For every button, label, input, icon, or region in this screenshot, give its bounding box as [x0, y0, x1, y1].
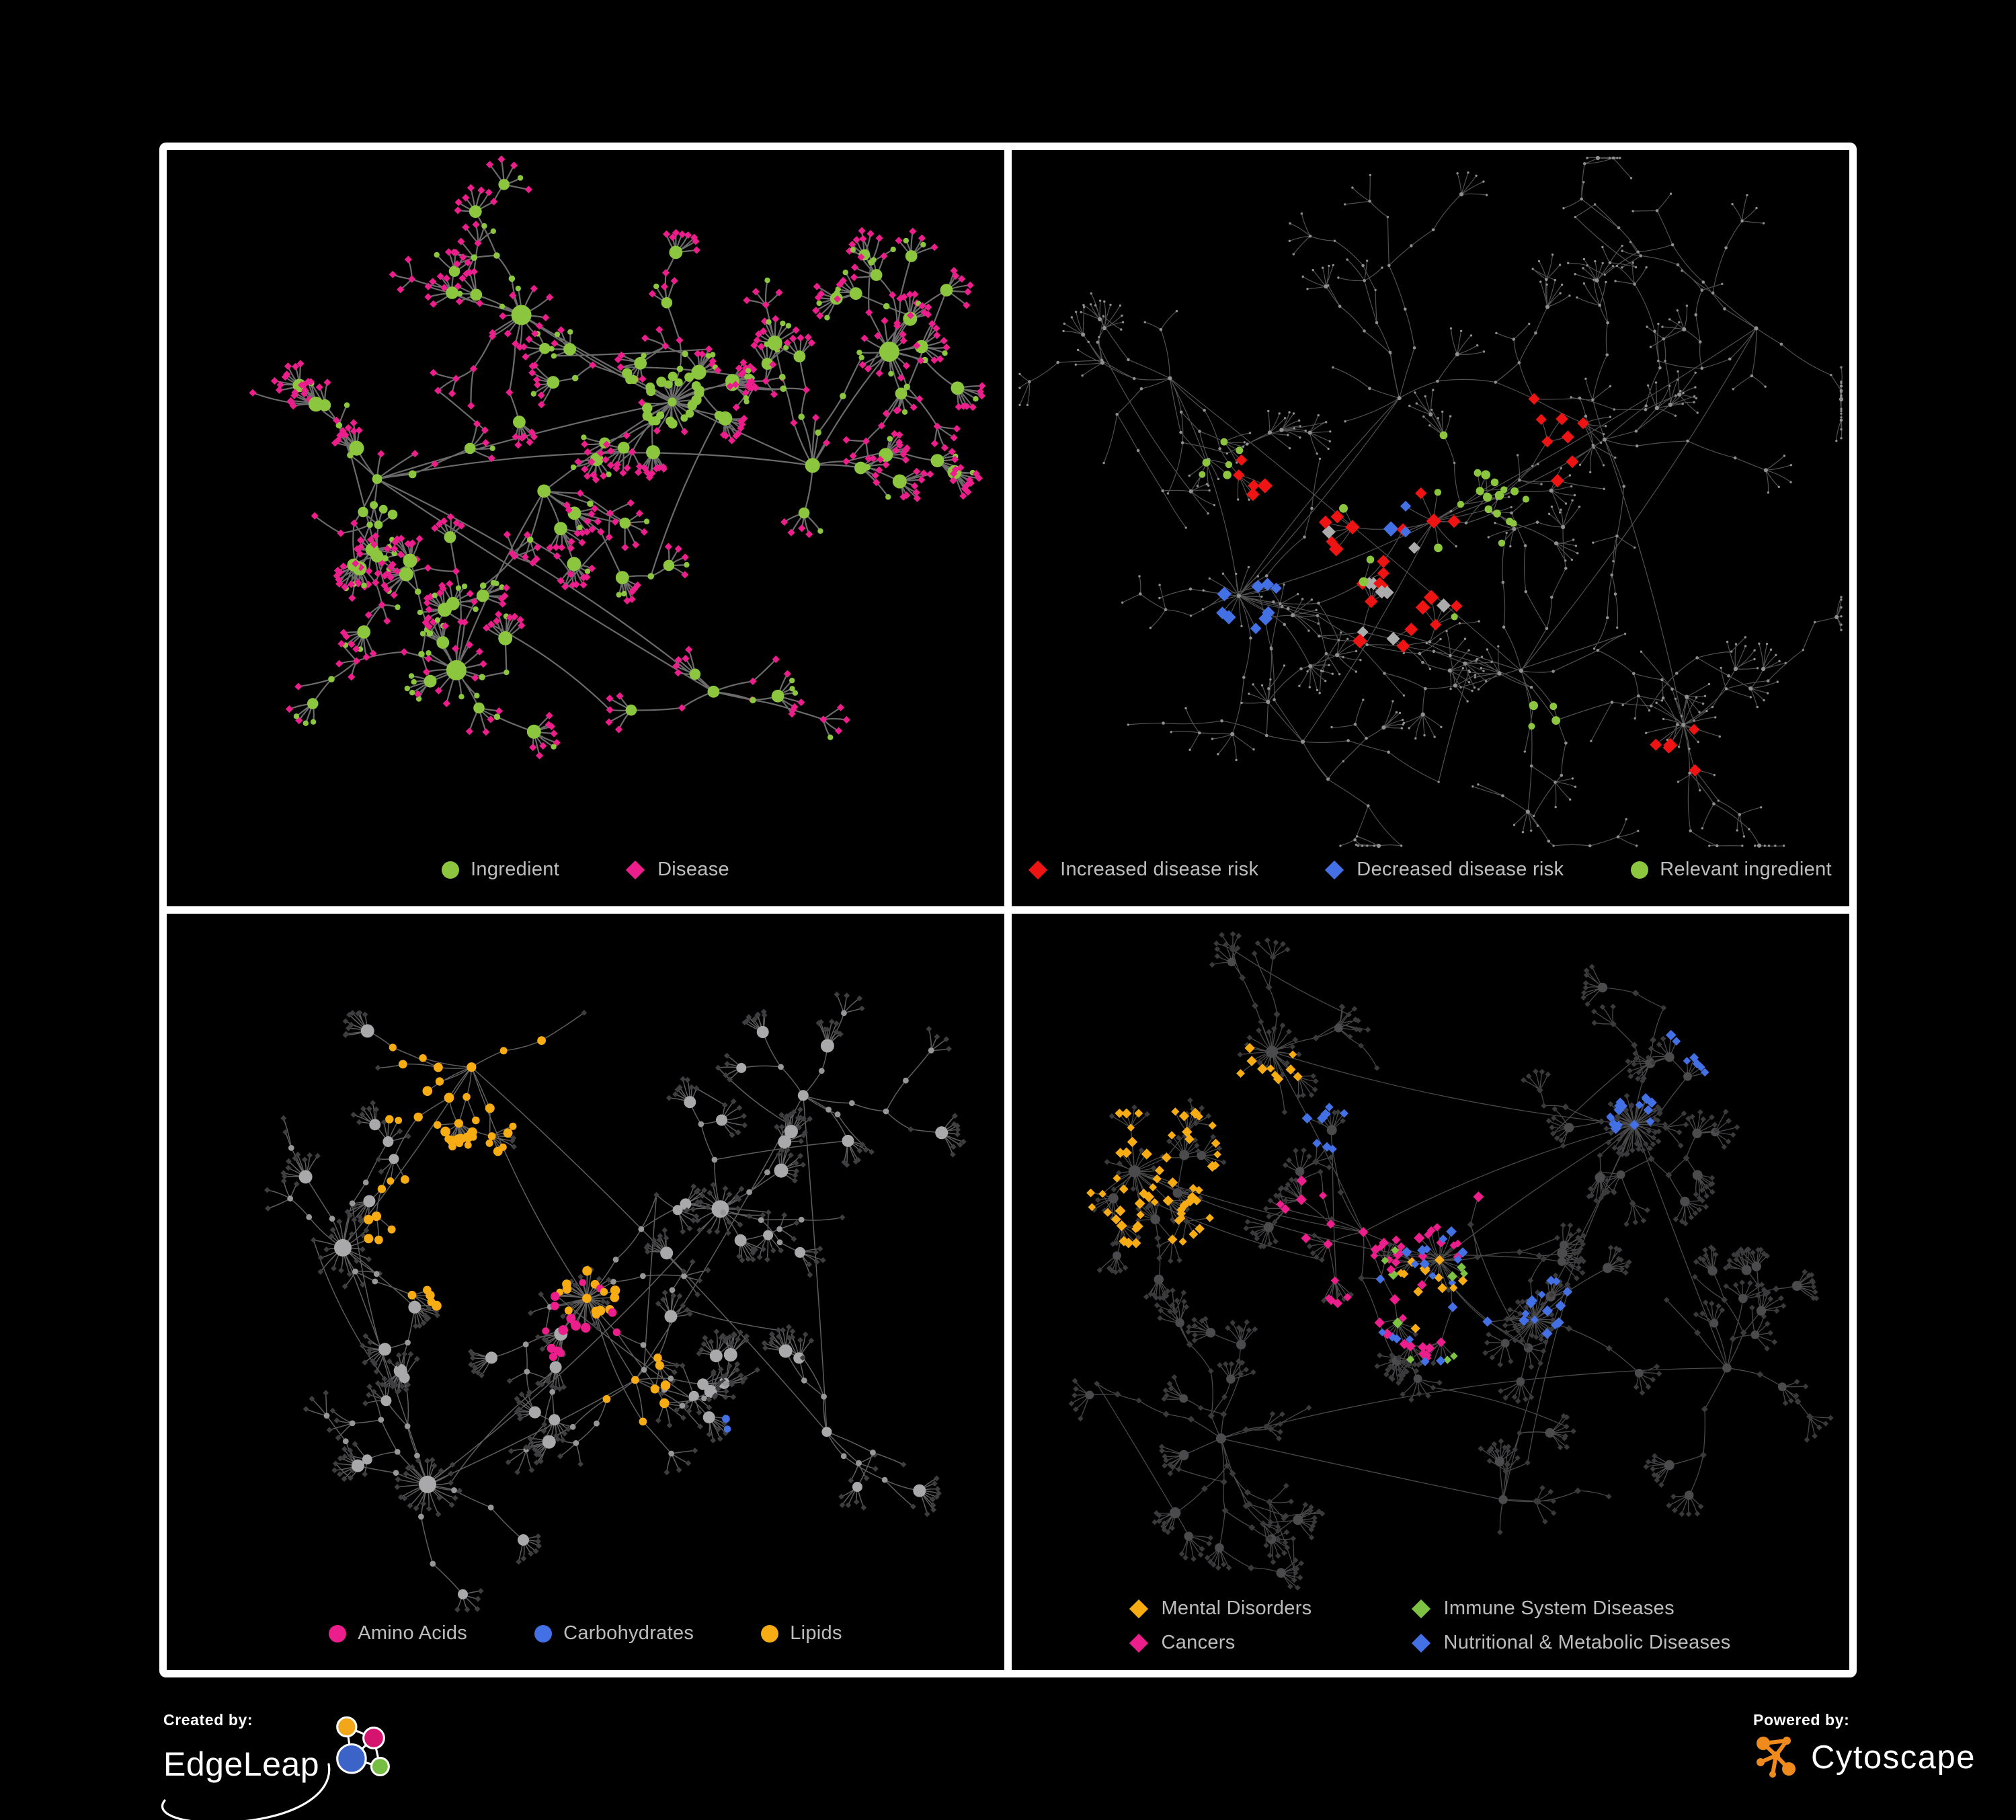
legend-marker-circle-icon [761, 1624, 779, 1643]
edgeleap-brand: EdgeLeap [163, 1745, 320, 1783]
cytoscape-network-icon [1757, 1737, 1796, 1778]
legend-label: Lipids [790, 1622, 842, 1644]
panel-grid: Ingredient Disease Increased disease risk… [159, 143, 1857, 1677]
legend-marker-diamond-icon [1325, 860, 1344, 879]
legend-label: Nutritional & Metabolic Diseases [1443, 1632, 1731, 1653]
legend-marker-diamond-icon [1129, 1599, 1149, 1618]
legend-label: Carbohydrates [563, 1622, 694, 1644]
legend-label: Amino Acids [358, 1622, 468, 1644]
legend-item-nutritional-metabolic-diseases: Nutritional & Metabolic Diseases [1412, 1632, 1730, 1654]
legend-marker-circle-icon [329, 1624, 347, 1643]
legend-item-disease: Disease [625, 859, 729, 881]
legend-label: Decreased disease risk [1357, 859, 1564, 880]
legend-compound-classes: Amino Acids Carbohydrates Lipids [167, 1622, 1004, 1645]
network-highlight-nodes [1199, 393, 1701, 777]
legend-item-carbohydrates: Carbohydrates [534, 1622, 694, 1645]
edgeleap-swoosh-icon [161, 1763, 331, 1820]
cytoscape-credit: Powered by: [1753, 1711, 1995, 1792]
panel-disease-risk: Increased disease risk Decreased disease … [1012, 150, 1849, 906]
network-disease-classes [1068, 931, 1834, 1591]
legend-marker-circle-icon [1631, 861, 1649, 879]
legend-disease-risk: Increased disease risk Decreased disease … [1012, 859, 1849, 881]
edgeleap-network-icon [336, 1716, 390, 1777]
legend-disease-classes: Mental Disorders Immune System Diseases Ca… [1012, 1597, 1849, 1654]
legend-marker-diamond-icon [1129, 1633, 1149, 1653]
cytoscape-brand: Cytoscape [1811, 1739, 1976, 1776]
legend-item-lipids: Lipids [761, 1622, 842, 1645]
edgeleap-credit: Created by: EdgeLeap [161, 1711, 446, 1820]
legend-item-increased-disease-risk: Increased disease risk [1028, 859, 1259, 881]
legend-item-ingredient: Ingredient [442, 859, 559, 881]
network-highlight-nodes [364, 1036, 731, 1433]
legend-item-amino-acids: Amino Acids [329, 1622, 467, 1645]
network-edges [1019, 157, 1843, 847]
powered-by-label: Powered by: [1753, 1711, 1850, 1729]
network-compound-classes [264, 991, 967, 1613]
legend-label: Increased disease risk [1060, 859, 1259, 880]
network-highlight-nodes [1086, 1029, 1709, 1366]
panel-compound-classes: Amino Acids Carbohydrates Lipids [167, 914, 1004, 1670]
legend-label: Disease [657, 859, 729, 880]
legend-marker-circle-icon [442, 861, 460, 879]
network-nodes [249, 155, 986, 760]
legend-marker-diamond-icon [1412, 1599, 1431, 1618]
legend-item-mental-disorders: Mental Disorders [1129, 1597, 1312, 1620]
network-nodes [1018, 155, 1844, 848]
legend-item-immune-system-diseases: Immune System Diseases [1412, 1597, 1730, 1620]
legend-marker-diamond-icon [1412, 1633, 1431, 1653]
created-by-label: Created by: [163, 1711, 253, 1729]
network-disease-risk [1018, 155, 1844, 848]
legend-label: Mental Disorders [1161, 1597, 1312, 1619]
panel-disease-classes: Mental Disorders Immune System Diseases Ca… [1012, 914, 1849, 1670]
network-highlight-nodes [358, 368, 724, 529]
legend-marker-circle-icon [534, 1624, 553, 1643]
legend-item-decreased-disease-risk: Decreased disease risk [1325, 859, 1564, 881]
legend-label: Cancers [1161, 1632, 1236, 1653]
network-edges [1071, 934, 1831, 1589]
legend-item-relevant-ingredient: Relevant ingredient [1631, 859, 1832, 881]
network-ingredient-disease [249, 155, 986, 760]
legend-label: Relevant ingredient [1660, 859, 1832, 880]
legend-label: Immune System Diseases [1443, 1597, 1675, 1619]
network-nodes [264, 991, 967, 1613]
legend-marker-diamond-icon [1028, 860, 1048, 879]
legend-label: Ingredient [471, 859, 560, 880]
legend-ingredient-disease: Ingredient Disease [167, 859, 1004, 881]
legend-marker-diamond-icon [625, 860, 645, 879]
panel-ingredient-disease: Ingredient Disease [167, 150, 1004, 906]
network-nodes [1068, 931, 1834, 1591]
legend-item-cancers: Cancers [1129, 1632, 1312, 1654]
